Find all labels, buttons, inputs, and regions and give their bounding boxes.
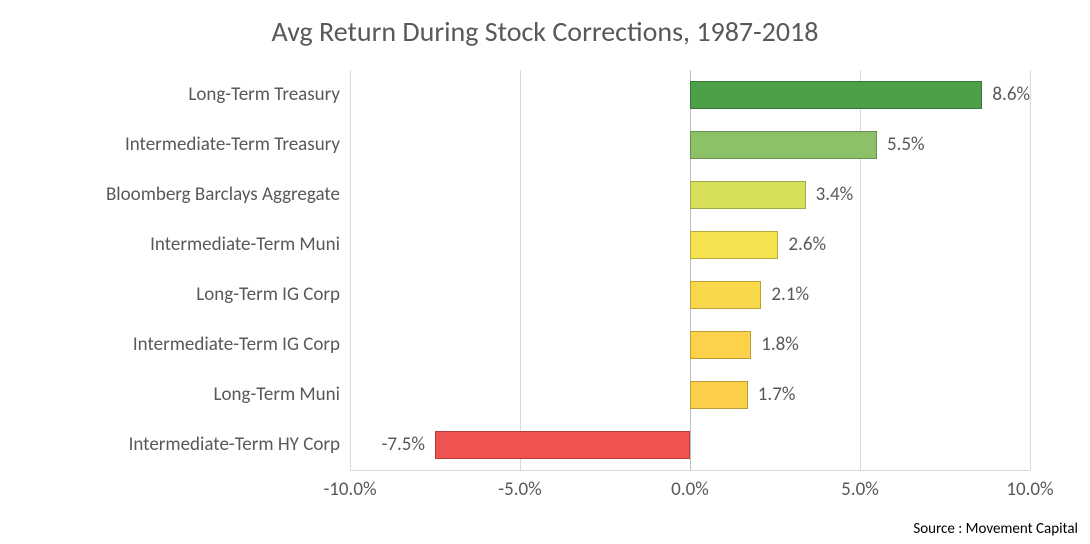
bar-row: 3.4% <box>350 170 1030 220</box>
x-tick-label: 0.0% <box>640 478 740 501</box>
bar-row: 8.6% <box>350 70 1030 120</box>
bar <box>690 281 761 309</box>
y-category-label: Intermediate-Term Treasury <box>0 120 340 170</box>
y-category-label: Bloomberg Barclays Aggregate <box>0 170 340 220</box>
bar <box>690 81 982 109</box>
value-label: -7.5% <box>382 420 425 470</box>
bar-row: 2.1% <box>350 270 1030 320</box>
x-axis-baseline <box>350 470 1030 471</box>
y-category-label: Intermediate-Term IG Corp <box>0 320 340 370</box>
gridline <box>1030 70 1031 470</box>
bar <box>690 331 751 359</box>
chart-title: Avg Return During Stock Corrections, 198… <box>0 14 1090 49</box>
plot-area: 8.6% 5.5% 3.4%2.6%2.1%1.8%1.7% -7.5% <box>350 70 1030 470</box>
value-label: 1.7% <box>758 370 796 420</box>
value-label: 8.6% <box>992 70 1030 120</box>
value-label: 3.4% <box>816 170 854 220</box>
bar-row: 1.8% <box>350 320 1030 370</box>
bar-row: 5.5% <box>350 120 1030 170</box>
bar <box>690 181 806 209</box>
source-attribution: Source : Movement Capital <box>913 520 1078 538</box>
x-axis-labels: -10.0%-5.0%0.0%5.0%10.0% <box>350 478 1030 508</box>
y-axis-labels: Long-Term TreasuryIntermediate-Term Trea… <box>0 70 340 470</box>
value-label: 2.1% <box>771 270 809 320</box>
bar <box>690 231 778 259</box>
bar-row: 1.7% <box>350 370 1030 420</box>
x-tick-label: 10.0% <box>980 478 1080 501</box>
x-tick-label: -10.0% <box>300 478 400 501</box>
value-label: 5.5% <box>887 120 925 170</box>
x-tick-label: 5.0% <box>810 478 910 501</box>
y-category-label: Intermediate-Term Muni <box>0 220 340 270</box>
y-category-label: Long-Term Treasury <box>0 70 340 120</box>
bar <box>435 431 690 459</box>
chart-container: Avg Return During Stock Corrections, 198… <box>0 0 1090 544</box>
bar <box>690 381 748 409</box>
bar-row: 2.6% <box>350 220 1030 270</box>
value-label: 1.8% <box>761 320 799 370</box>
bar-row: -7.5% <box>350 420 1030 470</box>
x-tick-label: -5.0% <box>470 478 570 501</box>
y-category-label: Intermediate-Term HY Corp <box>0 420 340 470</box>
y-category-label: Long-Term IG Corp <box>0 270 340 320</box>
bar <box>690 131 877 159</box>
value-label: 2.6% <box>788 220 826 270</box>
y-category-label: Long-Term Muni <box>0 370 340 420</box>
